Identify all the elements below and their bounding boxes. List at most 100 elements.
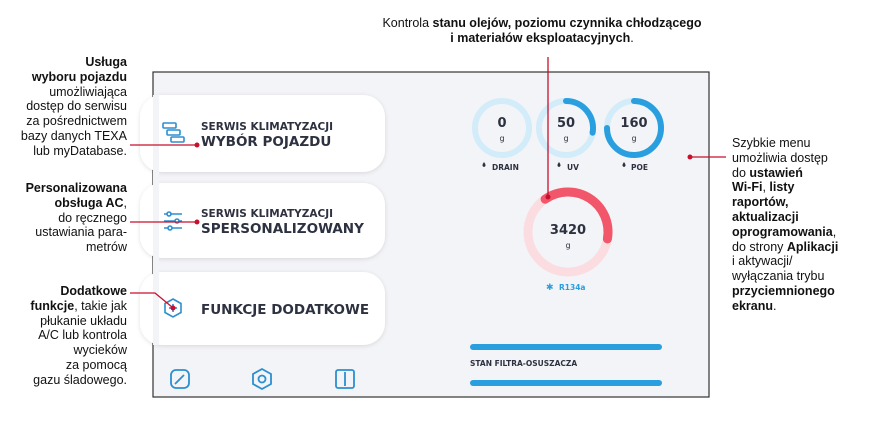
- button-title: FUNKCJE DODATKOWE: [201, 302, 369, 318]
- gauge-value: 0: [497, 116, 506, 131]
- gauge-unit: g: [499, 134, 504, 143]
- annotation-line: obsługa AC,: [26, 196, 127, 211]
- gauge-value: 3420: [550, 223, 586, 238]
- gauge-rings: [472, 98, 664, 277]
- annotation-text: za pomocą: [65, 357, 127, 372]
- annotation-text: ustawień: [749, 165, 803, 180]
- annotation: Dodatkowe funkcje, takie jak płukanie ukła…: [30, 284, 127, 388]
- menu-icons[interactable]: [170, 367, 355, 391]
- annotation: Usługa wyboru pojazdu umożliwiająca dostęp …: [21, 55, 127, 159]
- annotation-text: aktualizacji: [732, 209, 799, 224]
- annotation-text: A/C lub kontrola: [38, 328, 127, 343]
- drop-icons: [482, 162, 626, 167]
- annotation-line: wycieków: [30, 343, 128, 358]
- annotation-line: Wi-Fi, listy: [732, 180, 838, 195]
- panel-edge: [153, 95, 159, 345]
- annotation-line: i materiałów eksploatacyjnych.: [362, 31, 722, 46]
- annotation-text: ekranu: [732, 298, 773, 313]
- annotation-text: Aplikacji: [786, 239, 839, 254]
- annotation-line: i aktywacji/: [732, 254, 838, 269]
- annotation-text: ,: [762, 180, 770, 195]
- status-label: STAN FILTRA-OSUSZACZA: [470, 359, 577, 368]
- annotation-text: ustawiania para-: [35, 225, 127, 240]
- annotation-text: stanu olejów, poziomu czynnika chłodzące…: [432, 16, 702, 30]
- annotation-line: Kontrola stanu olejów, poziomu czynnika …: [362, 16, 722, 31]
- snow-icon: ✱: [546, 283, 554, 293]
- annotation-text: funkcje: [30, 298, 75, 313]
- annotation-text: i materiałów eksploatacyjnych: [450, 30, 631, 45]
- annotation-text: umożliwia dostęp: [732, 150, 828, 165]
- gauge-label: POE: [631, 163, 648, 172]
- annotation: Personalizowana obsługa AC, do ręcznego ust…: [26, 181, 127, 255]
- annotation-text: bazy danych TEXA: [20, 128, 127, 143]
- annotation-text: i aktywacji/: [732, 254, 793, 269]
- annotation-line: funkcje, takie jak: [30, 299, 127, 314]
- annotation-text: gazu śladowego.: [33, 372, 127, 387]
- annotation-text: do ręcznego: [58, 210, 127, 225]
- button-card[interactable]: [140, 95, 385, 172]
- button-title: WYBÓR POJAZDU: [201, 132, 331, 150]
- gauge-unit: g: [565, 241, 570, 250]
- annotation-line: A/C lub kontrola: [30, 328, 127, 343]
- annotation: Szybkie menu umożliwia dostęp do ustawień W…: [732, 136, 838, 314]
- gauge-label: DRAIN: [492, 163, 519, 172]
- annotation-text: ,: [832, 224, 837, 239]
- sliders-icon: [164, 211, 182, 231]
- annotation-text: do strony: [732, 239, 787, 254]
- annotation-text: Szybkie menu: [732, 136, 811, 150]
- annotation-text: obsługa AC: [54, 195, 124, 210]
- annotation-text: , takie jak: [74, 298, 127, 313]
- annotation-line: przyciemnionego: [732, 284, 838, 299]
- button-subtitle: SERWIS KLIMATYZACJI: [201, 121, 333, 133]
- gauge-value: 50: [557, 116, 575, 131]
- annotation-text: Personalizowana: [25, 181, 127, 195]
- button-title: SPERSONALIZOWANY: [201, 221, 364, 237]
- annotation-text: wycieków: [73, 343, 128, 358]
- annotation-text: do: [732, 165, 750, 180]
- annotation-text: umożliwiająca: [49, 84, 127, 99]
- annotation-line: umożliwia dostęp: [732, 151, 838, 166]
- annotation-line: aktualizacji: [732, 210, 838, 225]
- annotation-text: listy: [769, 180, 795, 195]
- annotation-text: wyboru pojazdu: [31, 69, 127, 84]
- annotation-line: za pośrednictwem: [21, 114, 127, 129]
- annotation-line: ekranu.: [732, 299, 838, 314]
- annotation-line: Usługa: [21, 55, 127, 70]
- button-subtitle: SERWIS KLIMATYZACJI: [201, 208, 333, 220]
- annotation-line: Szybkie menu: [732, 136, 838, 151]
- annotation-text: wyłączania trybu: [732, 269, 825, 284]
- gauge-label: R134a: [559, 283, 586, 292]
- annotation-line: Dodatkowe: [30, 284, 127, 299]
- annotation-line: do ustawień: [732, 166, 838, 181]
- annotation-line: Personalizowana: [26, 181, 127, 196]
- annotation-text: .: [773, 298, 777, 313]
- leader-dots: [170, 142, 693, 311]
- annotation-line: do ręcznego: [26, 211, 127, 226]
- annotation-line: oprogramowania,: [732, 225, 838, 240]
- gauge-unit: g: [563, 134, 568, 143]
- status-bar: [470, 344, 662, 350]
- button-card[interactable]: [140, 272, 385, 345]
- annotation-text: Usługa: [85, 55, 127, 69]
- annotation: Kontrola stanu olejów, poziomu czynnika …: [362, 16, 722, 46]
- annotation-line: wyłączania trybu: [732, 269, 838, 284]
- annotation-text: Dodatkowe: [60, 284, 127, 298]
- annotation-line: za pomocą: [30, 358, 127, 373]
- annotation-text: raportów,: [732, 195, 789, 210]
- annotation-text: za pośrednictwem: [26, 114, 127, 129]
- annotation-text: Wi-Fi: [732, 180, 763, 195]
- annotation-text: płukanie układu: [40, 313, 127, 328]
- annotation-line: wyboru pojazdu: [21, 70, 127, 85]
- annotation-line: płukanie układu: [30, 314, 127, 329]
- button-card[interactable]: [140, 183, 385, 258]
- annotation-line: gazu śladowego.: [30, 373, 127, 388]
- annotation-text: metrów: [86, 240, 127, 255]
- gauge-label: UV: [567, 163, 579, 172]
- vehicle-icon: [162, 122, 185, 143]
- annotation-line: metrów: [26, 240, 127, 255]
- annotation-line: bazy danych TEXA: [21, 129, 127, 144]
- annotation-line: umożliwiająca: [21, 85, 127, 100]
- annotation-text: .: [630, 30, 634, 45]
